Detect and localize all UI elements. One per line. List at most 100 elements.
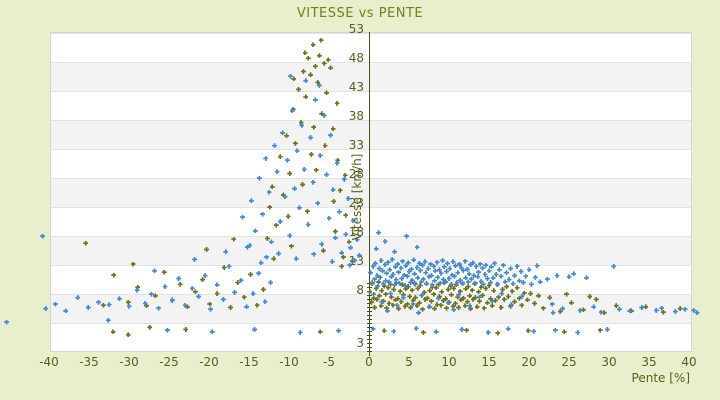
scatter-point-blue	[268, 280, 274, 286]
scatter-point-blue	[627, 308, 633, 314]
scatter-point-blue	[408, 266, 414, 272]
scatter-point-blue	[347, 262, 353, 268]
scatter-point-blue	[406, 269, 412, 275]
scatter-point-blue	[303, 78, 309, 84]
scatter-point-blue	[345, 195, 351, 201]
scatter-point-blue	[142, 300, 148, 306]
scatter-point-olive	[373, 285, 379, 291]
scatter-point-olive	[516, 295, 522, 301]
scatter-point-blue	[393, 277, 399, 283]
scatter-point-blue	[639, 305, 645, 310]
scatter-point-olive	[536, 293, 542, 299]
scatter-point-blue	[436, 267, 442, 273]
scatter-point-olive	[593, 296, 599, 302]
scatter-point-blue	[478, 278, 484, 284]
scatter-point-blue	[449, 272, 455, 278]
scatter-point-blue	[388, 291, 394, 297]
scatter-point-blue	[232, 289, 238, 295]
scatter-point-blue	[480, 265, 486, 271]
scatter-point-blue	[402, 282, 408, 288]
scatter-point-olive	[564, 291, 570, 297]
scatter-point-olive	[528, 291, 534, 297]
scatter-point-olive	[334, 100, 340, 106]
scatter-point-blue	[152, 268, 158, 274]
scatter-point-olive	[320, 248, 326, 254]
scatter-point-olive	[443, 296, 449, 302]
scatter-point-blue	[250, 291, 256, 297]
scatter-point-blue	[466, 271, 472, 277]
scatter-point-olive	[100, 302, 106, 308]
scatter-point-blue	[299, 122, 305, 128]
scatter-point-olive	[412, 295, 418, 301]
scatter-point-blue	[329, 259, 335, 265]
scatter-point-blue	[489, 298, 495, 304]
scatter-point-olive	[291, 76, 297, 82]
scatter-point-olive	[509, 288, 515, 294]
scatter-point-blue	[516, 278, 522, 284]
scatter-point-blue	[341, 176, 347, 182]
scatter-point-blue	[544, 276, 550, 282]
scatter-point-blue	[604, 327, 610, 333]
scatter-point-blue	[296, 205, 302, 211]
x-tick-label: -15	[239, 355, 259, 369]
scatter-point-blue	[519, 293, 525, 299]
scatter-point-blue	[444, 260, 450, 266]
scatter-point-olive	[464, 327, 470, 333]
scatter-point-olive	[339, 263, 345, 269]
scatter-point-blue	[526, 267, 532, 273]
scatter-point-blue	[550, 310, 556, 316]
x-tick-label: 0	[365, 355, 373, 369]
scatter-point-blue	[274, 169, 280, 175]
scatter-point-olive	[328, 65, 334, 71]
scatter-point-olive	[498, 305, 504, 310]
scatter-point-blue	[372, 260, 378, 266]
scatter-point-blue	[248, 198, 254, 204]
scatter-point-olive	[305, 55, 311, 61]
scatter-point-blue	[148, 291, 154, 297]
y-tick-label: 53	[348, 22, 364, 36]
scatter-point-blue	[214, 282, 220, 288]
scatter-point-olive	[316, 53, 322, 59]
scatter-point-blue	[403, 263, 409, 269]
scatter-point-blue	[440, 277, 446, 283]
scatter-point-blue	[105, 317, 111, 323]
scatter-point-blue	[392, 264, 398, 270]
scatter-point-blue	[316, 82, 322, 88]
scatter-point-olive	[384, 305, 390, 311]
scatter-point-blue	[400, 295, 406, 301]
scatter-point-blue	[350, 218, 356, 223]
scatter-point-blue	[477, 261, 483, 267]
scatter-point-olive	[221, 264, 227, 270]
scatter-point-olive	[403, 286, 409, 292]
scatter-point-blue	[500, 262, 506, 268]
scatter-point-olive	[448, 292, 454, 298]
scatter-point-blue	[495, 281, 501, 287]
scatter-point-blue	[376, 266, 382, 272]
scatter-point-olive	[488, 296, 494, 302]
scatter-point-blue	[268, 239, 274, 245]
scatter-point-olive	[483, 285, 489, 291]
scatter-point-blue	[488, 264, 494, 270]
scatter-point-blue	[321, 113, 327, 119]
scatter-point-blue	[520, 280, 526, 286]
scatter-point-olive	[300, 182, 306, 188]
scatter-point-blue	[389, 256, 395, 262]
scatter-point-blue	[435, 274, 441, 280]
x-tick-label: -20	[199, 355, 219, 369]
scatter-point-olive	[110, 329, 116, 335]
scatter-point-olive	[321, 60, 327, 66]
scatter-point-olive	[440, 298, 446, 304]
scatter-point-olive	[540, 305, 546, 311]
scatter-point-olive	[204, 247, 210, 252]
scatter-point-olive	[315, 79, 321, 85]
scatter-point-blue	[85, 305, 91, 310]
scatter-point-blue	[473, 263, 479, 269]
scatter-point-blue	[476, 294, 482, 300]
scatter-point-olive	[330, 126, 336, 132]
scatter-point-blue	[390, 271, 396, 277]
scatter-point-blue	[223, 249, 229, 255]
scatter-point-blue	[244, 304, 250, 310]
scatter-point-blue	[566, 274, 572, 280]
scatter-point-olive	[322, 143, 328, 149]
scatter-point-olive	[463, 286, 469, 292]
